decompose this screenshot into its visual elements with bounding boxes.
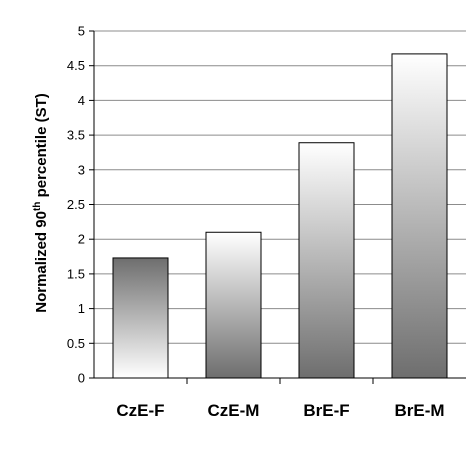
y-tick-label: 3.5: [67, 128, 85, 143]
y-tick-label: 2: [78, 232, 85, 247]
bars: [112, 53, 448, 379]
y-tick-label: 1.5: [67, 266, 85, 281]
y-tick-label: 2.5: [67, 197, 85, 212]
bar-cze-f: [112, 257, 169, 379]
x-axis: CzE-F CzE-M BrE-F BrE-M: [94, 377, 466, 420]
x-category-label: CzE-M: [208, 401, 260, 420]
y-tick-label: 0.5: [67, 336, 85, 351]
bar-cze-m: [205, 231, 262, 379]
x-category-label: BrE-M: [394, 401, 444, 420]
y-tick-label: 0: [78, 371, 85, 386]
y-tick-label: 1: [78, 301, 85, 316]
y-tick-label: 4.5: [67, 58, 85, 73]
y-axis: 0 0.5 1 1.5 2 2.5 3 3.5 4 4.5 5: [67, 24, 95, 386]
y-tick-label: 3: [78, 162, 85, 177]
bar-bre-m: [391, 53, 448, 379]
bar-bre-f: [298, 142, 355, 379]
y-tick-label: 5: [78, 24, 85, 39]
x-category-label: CzE-F: [116, 401, 164, 420]
x-category-label: BrE-F: [303, 401, 349, 420]
y-axis-title: Normalized 90th percentile (ST): [32, 93, 50, 313]
y-tick-label: 4: [78, 93, 85, 108]
